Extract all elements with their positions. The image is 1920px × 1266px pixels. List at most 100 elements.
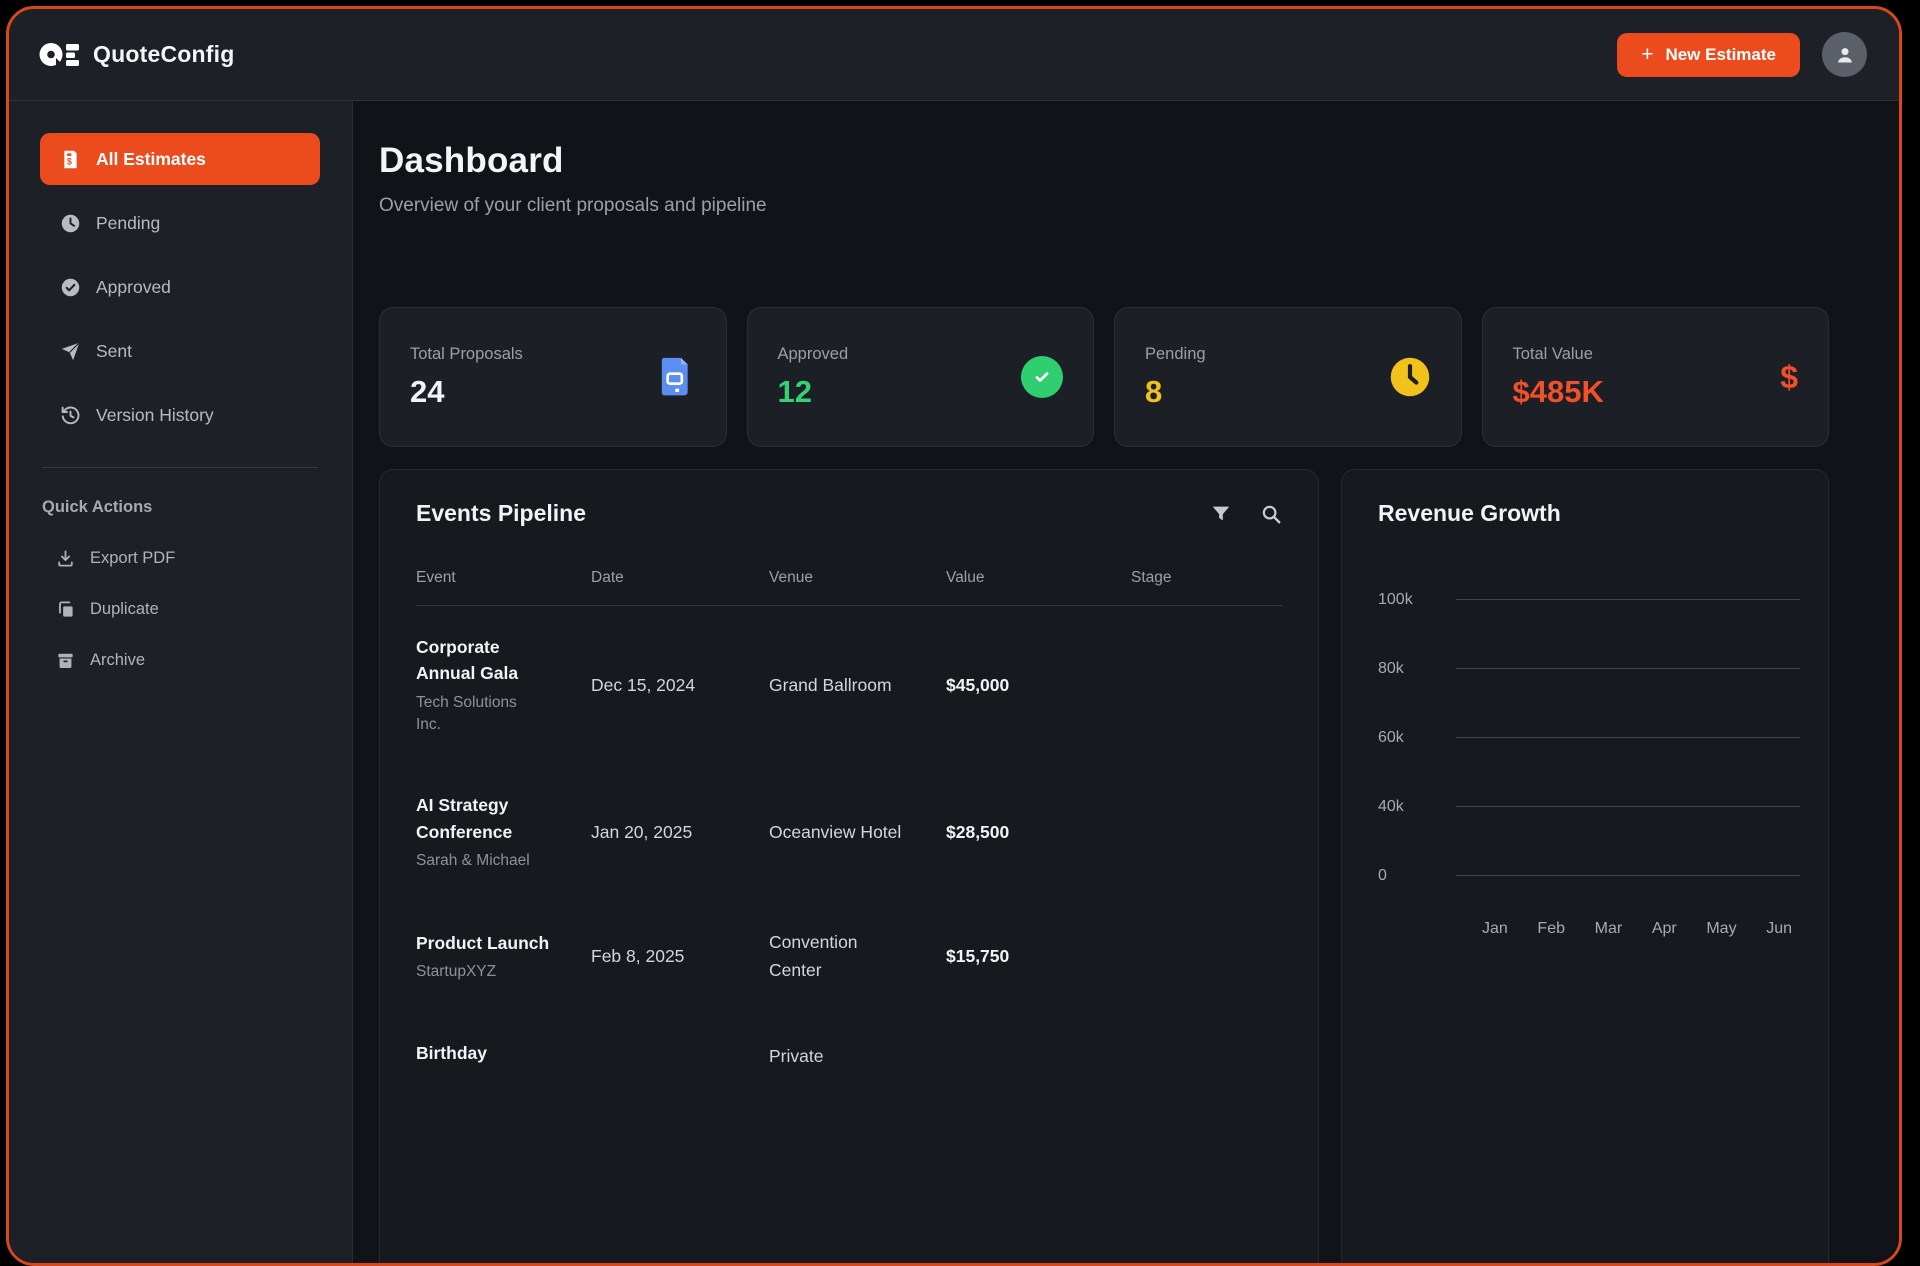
panels-row: Events Pipeline	[379, 469, 1829, 1263]
page-title: Dashboard	[379, 141, 564, 180]
event-name: Birthday	[416, 1043, 487, 1064]
page-subtitle: Overview of your client proposals and pi…	[379, 195, 767, 216]
x-axis-tick: Jun	[1766, 920, 1792, 937]
quick-action-label: Export PDF	[90, 549, 176, 567]
event-client: Tech Solutions Inc.	[416, 693, 517, 733]
check-badge-icon	[1021, 356, 1063, 398]
x-axis-ticks: Jan Feb Mar Apr May Jun	[1482, 920, 1792, 938]
event-client: StartupXYZ	[416, 962, 497, 980]
sidebar-item-approved[interactable]: Approved	[40, 261, 320, 313]
event-date: Jan 20, 2025	[591, 821, 693, 842]
stat-label: Pending	[1145, 344, 1206, 363]
quick-action-export-pdf[interactable]: Export PDF	[40, 549, 320, 568]
clock-badge-icon	[1389, 356, 1431, 398]
event-name: AI Strategy Conference	[416, 795, 513, 842]
event-value: $15,750	[946, 945, 1010, 966]
app-body: $ All Estimates Pending	[9, 101, 1899, 1263]
stat-value: $485K	[1512, 373, 1604, 409]
sidebar-item-label: All Estimates	[96, 148, 206, 169]
column-header-venue: Venue	[769, 569, 813, 586]
quick-action-archive[interactable]: Archive	[40, 651, 320, 670]
invoice-icon: $	[60, 149, 81, 170]
y-axis-tick: 100k	[1378, 590, 1413, 608]
table-row[interactable]: Corporate Annual Gala Tech Solutions Inc…	[416, 606, 1282, 764]
column-header-date: Date	[591, 569, 624, 586]
x-axis-tick: Apr	[1651, 920, 1677, 937]
filter-icon[interactable]	[1210, 503, 1232, 525]
chart-grid-row: 60k	[1378, 703, 1800, 772]
user-avatar[interactable]	[1822, 32, 1867, 77]
check-circle-icon	[60, 277, 81, 298]
brand: QuoteConfig	[39, 41, 234, 68]
column-header-event: Event	[416, 569, 456, 586]
gridline	[1456, 737, 1800, 738]
chart-grid-row: 0	[1378, 841, 1800, 910]
sidebar-divider	[42, 467, 318, 468]
sidebar-item-sent[interactable]: Sent	[40, 325, 320, 377]
sidebar-item-label: Approved	[96, 276, 171, 297]
revenue-chart: 100k 80k 60k 40k	[1378, 565, 1800, 938]
table-row[interactable]: Product Launch StartupXYZ Feb 8, 2025 Co…	[416, 900, 1282, 1012]
history-icon	[60, 405, 81, 426]
dollar-icon: $	[1780, 358, 1798, 395]
x-axis-tick: May	[1706, 920, 1737, 937]
quick-action-label: Archive	[90, 651, 146, 669]
event-venue: Oceanview Hotel	[769, 822, 902, 843]
stat-value: 24	[410, 373, 445, 409]
sidebar-item-label: Pending	[96, 212, 161, 233]
app-title: QuoteConfig	[93, 41, 235, 67]
plus-icon: +	[1641, 43, 1654, 66]
gridline	[1456, 668, 1800, 669]
chart-grid-row: 40k	[1378, 772, 1800, 841]
download-icon	[56, 549, 75, 568]
pipeline-title: Events Pipeline	[416, 500, 587, 526]
search-icon[interactable]	[1260, 503, 1282, 525]
event-value: $45,000	[946, 674, 1010, 695]
stat-card-pending: Pending 8	[1114, 307, 1462, 447]
new-estimate-button[interactable]: + New Estimate	[1617, 32, 1800, 77]
column-header-value: Value	[946, 569, 985, 586]
event-date: Feb 8, 2025	[591, 945, 685, 966]
pipeline-table-header: Event Date Venue Value Stage	[416, 569, 1282, 606]
table-row[interactable]: Birthday Private	[416, 1012, 1282, 1099]
stat-card-approved: Approved 12	[746, 307, 1094, 447]
quick-actions-title: Quick Actions	[42, 498, 153, 516]
events-pipeline-panel: Events Pipeline	[379, 469, 1319, 1263]
stat-label: Total Value	[1512, 344, 1593, 363]
sidebar-item-version-history[interactable]: Version History	[40, 389, 320, 441]
sidebar-item-label: Sent	[96, 340, 132, 361]
revenue-chart-title: Revenue Growth	[1378, 500, 1561, 526]
app-window: QuoteConfig + New Estimate	[6, 6, 1902, 1266]
stat-label: Approved	[777, 344, 849, 363]
sidebar-item-all-estimates[interactable]: $ All Estimates	[40, 133, 320, 185]
stat-card-total-proposals: Total Proposals 24	[379, 307, 727, 447]
new-estimate-label: New Estimate	[1665, 44, 1776, 64]
document-icon	[656, 355, 696, 399]
sidebar-item-pending[interactable]: Pending	[40, 197, 320, 249]
send-icon	[60, 341, 81, 362]
event-name: Corporate Annual Gala	[416, 637, 519, 684]
stat-label: Total Proposals	[410, 344, 523, 363]
stat-value: 12	[777, 373, 812, 409]
main-content: Dashboard Overview of your client propos…	[353, 101, 1899, 1263]
sidebar: $ All Estimates Pending	[9, 101, 353, 1263]
gridline	[1456, 806, 1800, 807]
event-value: $28,500	[946, 821, 1010, 842]
column-header-stage: Stage	[1131, 569, 1172, 586]
chart-grid-row: 100k	[1378, 565, 1800, 634]
user-icon	[1833, 43, 1857, 67]
x-axis-tick: Feb	[1537, 920, 1565, 937]
y-axis-tick: 0	[1378, 866, 1387, 884]
sidebar-item-label: Version History	[96, 404, 214, 425]
chart-grid-row: 80k	[1378, 634, 1800, 703]
quoteconfig-logo-icon	[39, 41, 81, 68]
table-row[interactable]: AI Strategy Conference Sarah & Michael J…	[416, 764, 1282, 900]
stat-value: 8	[1145, 373, 1163, 409]
event-date: Dec 15, 2024	[591, 674, 696, 695]
pipeline-tools	[1210, 503, 1282, 525]
clock-icon	[60, 213, 81, 234]
stat-card-total-value: Total Value $485K $	[1481, 307, 1829, 447]
revenue-growth-panel: Revenue Growth 100k 80k 60k	[1341, 469, 1829, 1263]
quick-action-duplicate[interactable]: Duplicate	[40, 600, 320, 619]
x-axis-tick: Jan	[1482, 920, 1508, 937]
